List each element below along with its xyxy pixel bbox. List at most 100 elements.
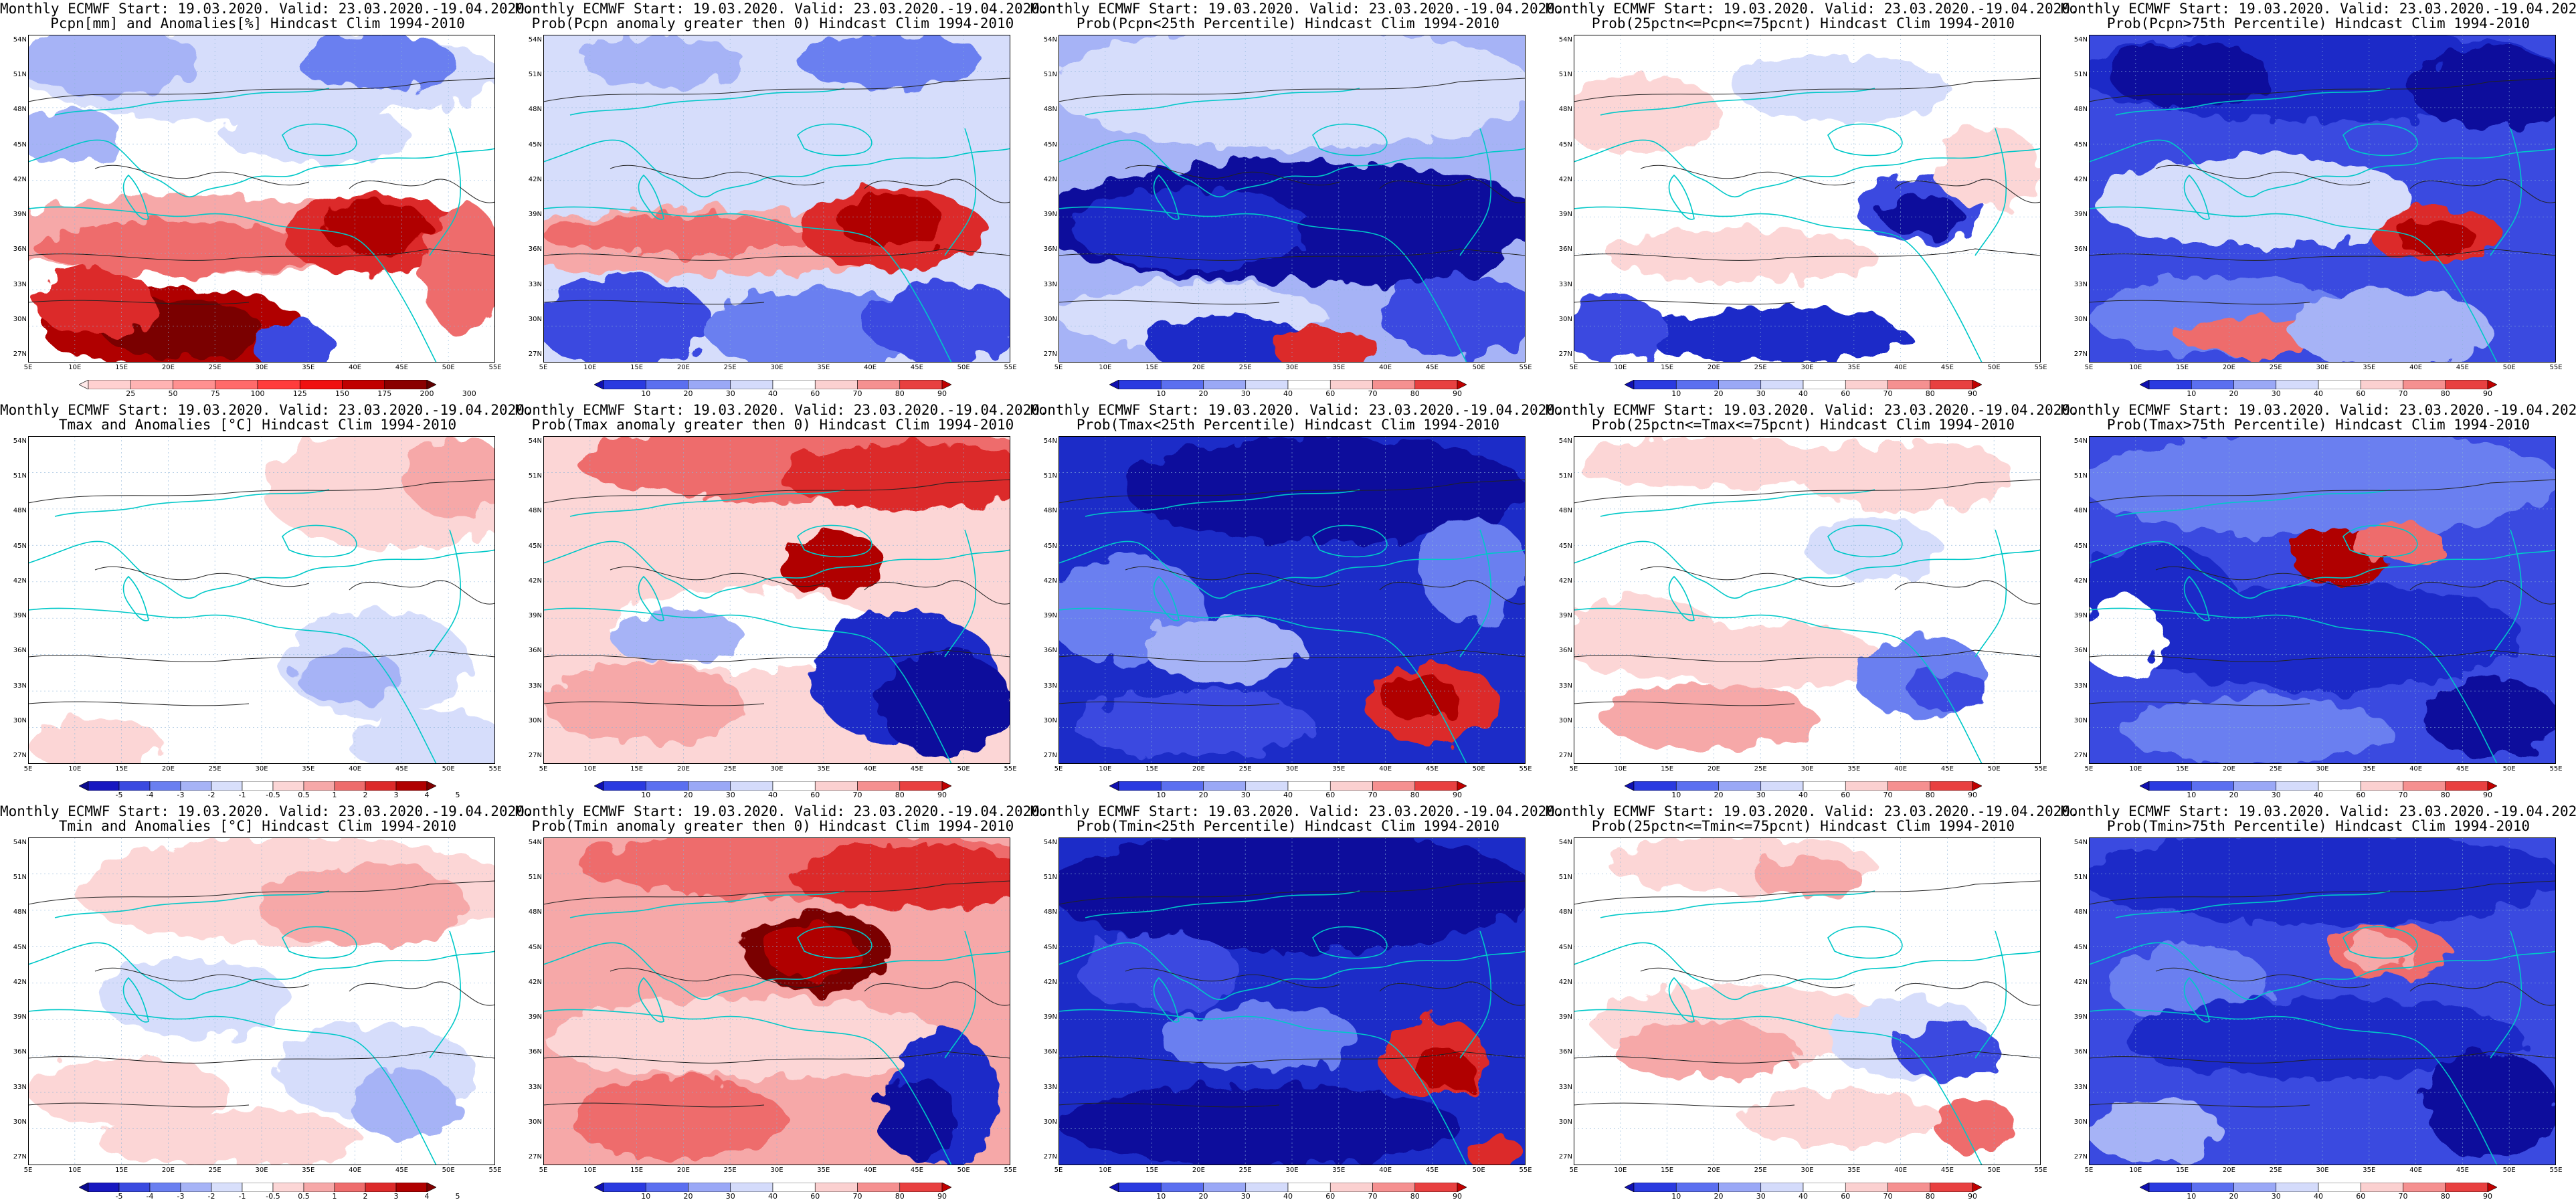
field-region <box>35 222 329 276</box>
longitude-label: 50E <box>442 364 455 371</box>
colorbar-tick-label: 70 <box>852 1192 862 1201</box>
field-region <box>2397 222 2477 256</box>
longitude-label: 25E <box>723 364 737 371</box>
colorbar-tick-label: 1 <box>332 791 337 799</box>
map-panel: Monthly ECMWF Start: 19.03.2020. Valid: … <box>0 401 533 803</box>
colorbar-tick-label: 70 <box>2398 1192 2408 1201</box>
longitude-label: 35E <box>1847 364 1861 371</box>
colorbar-tick-label: 60 <box>1841 389 1851 398</box>
colorbar-tick-label: 70 <box>1368 1192 1378 1201</box>
colorbar-tick-label: 3 <box>393 1192 399 1201</box>
colorbar-tick-label: 30 <box>1756 1192 1766 1201</box>
latitude-label: 39N <box>1558 612 1572 620</box>
field-region <box>1420 516 1526 623</box>
colorbar-tick-label: 90 <box>1453 1192 1462 1201</box>
longitude-label: 45E <box>2456 765 2469 773</box>
latitude-label: 54N <box>1043 437 1057 445</box>
colorbar <box>79 1183 436 1192</box>
longitude-label: 25E <box>208 1167 221 1174</box>
colorbar-tick-label: 70 <box>1883 791 1893 799</box>
colorbar-tick-label: -0.5 <box>266 791 280 799</box>
latitude-label: 33N <box>1558 682 1572 690</box>
colorbar-tick-label: 80 <box>895 389 905 398</box>
latitude-label: 54N <box>1043 36 1057 43</box>
field-region <box>543 215 811 256</box>
longitude-label: 15E <box>115 364 128 371</box>
colorbar-tick-label: 20 <box>1714 791 1724 799</box>
colorbar-tick-label: 1 <box>332 1192 337 1201</box>
field-region <box>2109 41 2270 108</box>
longitude-label: 5E <box>1569 1167 1578 1174</box>
longitude-label: 5E <box>2084 364 2094 371</box>
longitude-label: 15E <box>1145 765 1159 773</box>
map-panel: Monthly ECMWF Start: 19.03.2020. Valid: … <box>1546 0 2079 401</box>
colorbar-tick-label: 60 <box>1325 1192 1336 1201</box>
longitude-label: 40E <box>349 364 362 371</box>
colorbar-tick-label: 40 <box>768 1192 777 1201</box>
latitude-label: 30N <box>1043 1118 1057 1126</box>
map-panel: Monthly ECMWF Start: 19.03.2020. Valid: … <box>1030 401 1564 803</box>
longitude-label: 25E <box>723 765 737 773</box>
field-region <box>1574 75 1721 155</box>
longitude-label: 10E <box>68 1167 82 1174</box>
colorbar-tick-label: 10 <box>1671 389 1681 398</box>
latitude-label: 39N <box>13 211 27 219</box>
colorbar-tick-label: 10 <box>1671 1192 1681 1201</box>
panel-title-line1: Monthly ECMWF Start: 19.03.2020. Valid: … <box>0 1 533 17</box>
latitude-label: 30N <box>2074 315 2088 323</box>
field-region <box>2089 1098 2223 1165</box>
longitude-label: 45E <box>910 1167 923 1174</box>
latitude-label: 48N <box>1558 507 1572 515</box>
field-region <box>1935 1098 2015 1152</box>
panel-title-line1: Monthly ECMWF Start: 19.03.2020. Valid: … <box>1546 402 2079 418</box>
colorbar-tick-label: -1 <box>238 791 246 799</box>
colorbar <box>1109 781 1467 791</box>
longitude-label: 25E <box>1238 364 1252 371</box>
latitude-label: 30N <box>13 716 27 724</box>
latitude-label: 39N <box>2074 612 2088 620</box>
longitude-label: 5E <box>2084 765 2094 773</box>
longitude-label: 40E <box>349 765 362 773</box>
panel-title-line1: Monthly ECMWF Start: 19.03.2020. Valid: … <box>2061 803 2576 819</box>
longitude-label: 5E <box>1569 765 1578 773</box>
field-region <box>543 998 945 1078</box>
field-region <box>2343 934 2410 968</box>
latitude-label: 39N <box>13 612 27 620</box>
panel-title-line2: Pcpn[mm] and Anomalies[%] Hindcast Clim … <box>50 15 465 31</box>
longitude-label: 35E <box>817 1167 830 1174</box>
map-area <box>28 436 495 764</box>
longitude-label: 15E <box>2176 765 2189 773</box>
latitude-label: 36N <box>2074 245 2088 254</box>
longitude-label: 30E <box>2316 1167 2329 1174</box>
colorbar <box>2140 781 2497 791</box>
longitude-label: 25E <box>723 1167 737 1174</box>
latitude-label: 27N <box>1558 350 1572 358</box>
latitude-label: 48N <box>13 908 27 916</box>
longitude-label: 45E <box>1425 364 1439 371</box>
latitude-label: 27N <box>13 752 27 759</box>
longitude-label: 50E <box>442 765 455 773</box>
latitude-label: 42N <box>528 978 542 986</box>
latitude-label: 45N <box>528 542 542 550</box>
latitude-label: 30N <box>1043 315 1057 323</box>
colorbar-tick-label: 80 <box>1410 1192 1420 1201</box>
contour-lines <box>28 880 495 1108</box>
longitude-label: 30E <box>770 765 784 773</box>
longitude-label: 30E <box>2316 364 2329 371</box>
latitude-label: 33N <box>1043 682 1057 690</box>
longitude-label: 50E <box>1472 1167 1485 1174</box>
longitude-label: 55E <box>2549 1167 2563 1174</box>
latitude-label: 27N <box>528 752 542 759</box>
field-region <box>1072 189 1313 269</box>
colorbar-tick-label: 60 <box>810 389 820 398</box>
panel-title-line1: Monthly ECMWF Start: 19.03.2020. Valid: … <box>1546 803 2079 819</box>
longitude-label: 25E <box>2269 1167 2282 1174</box>
latitude-label: 27N <box>528 1153 542 1161</box>
colorbar-tick-label: 90 <box>1968 389 1977 398</box>
coastline <box>28 890 495 1165</box>
field-region <box>764 924 858 978</box>
colorbar-tick-label: 10 <box>641 1192 651 1201</box>
panel-title-line2: Prob(25pctn<=Tmax<=75pcnt) Hindcast Clim… <box>1591 417 2015 433</box>
colorbar-tick-label: 125 <box>292 389 307 398</box>
latitude-label: 42N <box>2074 175 2088 183</box>
